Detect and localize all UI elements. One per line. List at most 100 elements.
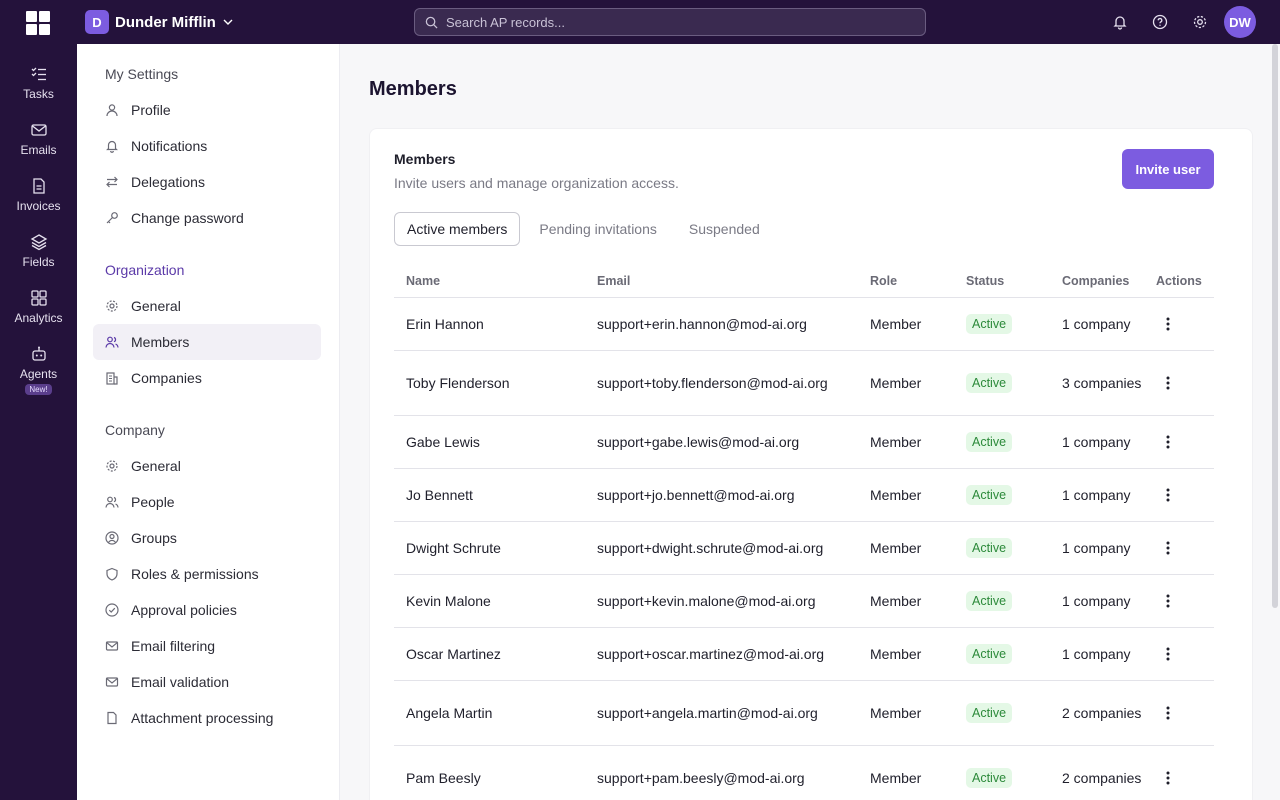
more-actions-icon[interactable] <box>1158 432 1178 452</box>
table-row[interactable]: Erin Hannon support+erin.hannon@mod-ai.o… <box>394 297 1214 351</box>
building-icon <box>106 372 118 385</box>
table-row[interactable]: Toby Flenderson support+toby.flenderson@… <box>394 350 1214 416</box>
avatar[interactable]: DW <box>1224 6 1256 38</box>
actions-cell <box>1144 415 1214 469</box>
nav-item-members[interactable]: Members <box>93 324 321 360</box>
nav-item-attachment-processing[interactable]: Attachment processing <box>93 700 321 736</box>
nav-item-change-password[interactable]: Change password <box>93 200 321 236</box>
member-name: Dwight Schrute <box>394 521 585 575</box>
rail-item-fields[interactable]: Fields <box>0 233 77 269</box>
scrollbar[interactable] <box>1272 44 1278 608</box>
tab-active-members[interactable]: Active members <box>394 212 521 246</box>
nav-label: Profile <box>131 102 171 118</box>
section-title-organization: Organization <box>105 262 185 278</box>
status-badge: Active <box>966 431 1013 452</box>
check-circle-icon <box>105 603 119 617</box>
table-row[interactable]: Dwight Schrute support+dwight.schrute@mo… <box>394 521 1214 575</box>
search-input[interactable] <box>446 14 906 30</box>
nav-item-email-filtering[interactable]: Email filtering <box>93 628 321 664</box>
member-status-cell: Active <box>954 415 1050 469</box>
gear-icon[interactable] <box>1190 12 1210 32</box>
table-header: Name Email Role Status Companies Actions <box>394 265 1214 298</box>
more-actions-icon[interactable] <box>1158 703 1178 723</box>
column-header-status[interactable]: Status <box>954 265 1050 298</box>
more-actions-icon[interactable] <box>1158 538 1178 558</box>
actions-cell <box>1144 574 1214 628</box>
tab-suspended[interactable]: Suspended <box>688 221 760 237</box>
more-actions-icon[interactable] <box>1158 314 1178 334</box>
nav-item-email-validation[interactable]: Email validation <box>93 664 321 700</box>
nav-item-delegations[interactable]: Delegations <box>93 164 321 200</box>
member-name: Toby Flenderson <box>394 350 585 416</box>
nav-item-approval-policies[interactable]: Approval policies <box>93 592 321 628</box>
more-actions-icon[interactable] <box>1158 644 1178 664</box>
rail-item-emails[interactable]: Emails <box>0 121 77 157</box>
table-row[interactable]: Oscar Martinez support+oscar.martinez@mo… <box>394 627 1214 681</box>
search-bar[interactable] <box>414 8 926 36</box>
page-title: Members <box>369 78 457 100</box>
member-status-cell: Active <box>954 745 1050 800</box>
actions-cell <box>1144 350 1214 416</box>
status-badge: Active <box>966 590 1013 611</box>
member-email: support+jo.bennett@mod-ai.org <box>585 468 858 522</box>
layers-icon <box>30 234 47 251</box>
column-header-name[interactable]: Name <box>394 265 585 298</box>
nav-item-profile[interactable]: Profile <box>93 92 321 128</box>
member-companies: 1 company <box>1050 574 1144 628</box>
member-role: Member <box>858 415 954 469</box>
users-icon <box>105 336 119 348</box>
mail-icon <box>105 677 119 687</box>
tab-pending-invitations[interactable]: Pending invitations <box>539 221 657 237</box>
column-header-companies[interactable]: Companies <box>1050 265 1144 298</box>
rail-item-tasks[interactable]: Tasks <box>0 65 77 101</box>
org-switcher[interactable]: D Dunder Mifflin <box>85 10 234 34</box>
table-row[interactable]: Kevin Malone support+kevin.malone@mod-ai… <box>394 574 1214 628</box>
more-actions-icon[interactable] <box>1158 591 1178 611</box>
member-status-cell: Active <box>954 521 1050 575</box>
bell-icon[interactable] <box>1110 12 1130 32</box>
rail-item-analytics[interactable]: Analytics <box>0 289 77 325</box>
rail-item-label: Analytics <box>14 311 63 325</box>
nav-item-org-general[interactable]: General <box>93 288 321 324</box>
nav-label: Attachment processing <box>131 710 274 726</box>
rail-item-agents[interactable]: Agents New! <box>0 345 77 395</box>
more-actions-icon[interactable] <box>1158 485 1178 505</box>
group-icon <box>105 531 119 545</box>
actions-cell <box>1144 521 1214 575</box>
nav-item-notifications[interactable]: Notifications <box>93 128 321 164</box>
nav-item-companies[interactable]: Companies <box>93 360 321 396</box>
member-tabs: Active members Pending invitations Suspe… <box>394 212 779 246</box>
table-row[interactable]: Pam Beesly support+pam.beesly@mod-ai.org… <box>394 745 1214 800</box>
search-icon <box>425 16 438 29</box>
section-title-company: Company <box>105 422 165 438</box>
table-row[interactable]: Jo Bennett support+jo.bennett@mod-ai.org… <box>394 468 1214 522</box>
member-email: support+toby.flenderson@mod-ai.org <box>585 350 858 416</box>
nav-item-groups[interactable]: Groups <box>93 520 321 556</box>
more-actions-icon[interactable] <box>1158 373 1178 393</box>
rail-item-invoices[interactable]: Invoices <box>0 177 77 213</box>
column-header-actions: Actions <box>1144 265 1214 298</box>
nav-item-company-general[interactable]: General <box>93 448 321 484</box>
table-row[interactable]: Gabe Lewis support+gabe.lewis@mod-ai.org… <box>394 415 1214 469</box>
help-icon[interactable] <box>1150 12 1170 32</box>
left-rail: Tasks Emails Invoices Fields Analytics A… <box>0 44 77 800</box>
member-email: support+angela.martin@mod-ai.org <box>585 680 858 746</box>
table-row[interactable]: Angela Martin support+angela.martin@mod-… <box>394 680 1214 746</box>
member-email: support+oscar.martinez@mod-ai.org <box>585 627 858 681</box>
member-role: Member <box>858 574 954 628</box>
column-header-role[interactable]: Role <box>858 265 954 298</box>
member-name: Kevin Malone <box>394 574 585 628</box>
nav-label: Notifications <box>131 138 208 154</box>
nav-item-people[interactable]: People <box>93 484 321 520</box>
column-header-email[interactable]: Email <box>585 265 858 298</box>
invite-user-button[interactable]: Invite user <box>1122 149 1214 189</box>
more-actions-icon[interactable] <box>1158 768 1178 788</box>
nav-label: Groups <box>131 530 177 546</box>
nav-item-roles-permissions[interactable]: Roles & permissions <box>93 556 321 592</box>
status-badge: Active <box>966 313 1013 334</box>
shield-icon <box>106 567 118 581</box>
org-badge: D <box>85 10 109 34</box>
nav-label: Change password <box>131 210 244 226</box>
app-logo-icon[interactable] <box>26 11 50 35</box>
actions-cell <box>1144 745 1214 800</box>
